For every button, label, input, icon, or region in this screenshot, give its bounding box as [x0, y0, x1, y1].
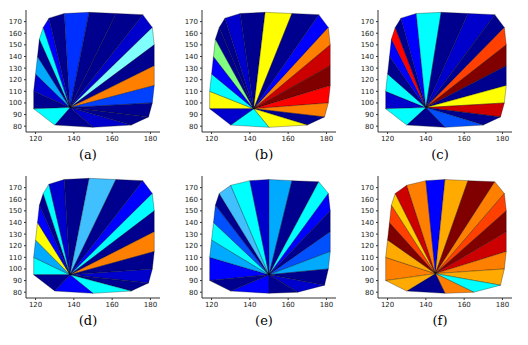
svg-text:140: 140 [419, 301, 432, 309]
svg-text:160: 160 [361, 196, 374, 204]
svg-text:130: 130 [185, 231, 198, 239]
svg-text:150: 150 [361, 207, 374, 215]
svg-text:160: 160 [185, 30, 198, 38]
html-text:(b): (b) [254, 147, 274, 162]
svg-text:120: 120 [381, 301, 394, 309]
svg-text:170: 170 [185, 184, 198, 192]
svg-text:100: 100 [185, 265, 198, 273]
svg-text:180: 180 [320, 135, 333, 143]
svg-text:130: 130 [361, 65, 374, 73]
svg-text:80: 80 [189, 289, 198, 297]
svg-text:80: 80 [13, 123, 22, 131]
svg-text:90: 90 [189, 277, 198, 285]
svg-text:150: 150 [9, 41, 22, 49]
svg-text:90: 90 [13, 111, 22, 119]
svg-text:140: 140 [9, 219, 22, 227]
svg-text:120: 120 [185, 242, 198, 250]
svg-text:160: 160 [457, 301, 470, 309]
svg-text:80: 80 [13, 289, 22, 297]
svg-text:160: 160 [9, 30, 22, 38]
svg-text:110: 110 [361, 88, 374, 96]
svg-text:120: 120 [381, 135, 394, 143]
svg-text:140: 140 [243, 301, 256, 309]
svg-text:170: 170 [361, 18, 374, 26]
html-text:(f): (f) [432, 313, 448, 328]
svg-text:110: 110 [9, 254, 22, 262]
svg-text:160: 160 [185, 196, 198, 204]
svg-text:80: 80 [365, 123, 374, 131]
svg-text:170: 170 [9, 18, 22, 26]
svg-text:80: 80 [189, 123, 198, 131]
svg-text:160: 160 [105, 135, 118, 143]
svg-text:80: 80 [365, 289, 374, 297]
svg-text:170: 170 [185, 18, 198, 26]
html-text:(a): (a) [79, 147, 97, 162]
svg-text:120: 120 [185, 76, 198, 84]
svg-text:180: 180 [496, 135, 509, 143]
svg-text:170: 170 [9, 184, 22, 192]
svg-text:140: 140 [67, 135, 80, 143]
svg-text:100: 100 [185, 99, 198, 107]
svg-text:100: 100 [9, 265, 22, 273]
svg-text:120: 120 [205, 301, 218, 309]
svg-text:120: 120 [29, 301, 42, 309]
svg-text:150: 150 [185, 41, 198, 49]
svg-text:140: 140 [419, 135, 432, 143]
svg-text:100: 100 [9, 99, 22, 107]
svg-text:110: 110 [185, 88, 198, 96]
svg-text:180: 180 [496, 301, 509, 309]
svg-text:120: 120 [361, 76, 374, 84]
svg-text:130: 130 [361, 231, 374, 239]
svg-text:110: 110 [185, 254, 198, 262]
svg-text:170: 170 [361, 184, 374, 192]
svg-text:150: 150 [361, 41, 374, 49]
svg-text:110: 110 [361, 254, 374, 262]
svg-text:140: 140 [185, 53, 198, 61]
svg-text:140: 140 [361, 219, 374, 227]
svg-text:140: 140 [361, 53, 374, 61]
svg-text:120: 120 [205, 135, 218, 143]
svg-text:90: 90 [365, 111, 374, 119]
svg-text:150: 150 [9, 207, 22, 215]
svg-text:120: 120 [9, 76, 22, 84]
svg-text:150: 150 [185, 207, 198, 215]
svg-text:140: 140 [243, 135, 256, 143]
svg-text:160: 160 [9, 196, 22, 204]
svg-text:160: 160 [361, 30, 374, 38]
svg-text:140: 140 [67, 301, 80, 309]
svg-text:130: 130 [185, 65, 198, 73]
svg-text:110: 110 [9, 88, 22, 96]
html-text:(e): (e) [255, 313, 273, 328]
svg-text:160: 160 [281, 301, 294, 309]
svg-text:160: 160 [457, 135, 470, 143]
svg-text:90: 90 [189, 111, 198, 119]
svg-text:140: 140 [9, 53, 22, 61]
svg-text:130: 130 [9, 65, 22, 73]
svg-text:160: 160 [105, 301, 118, 309]
svg-text:180: 180 [144, 301, 157, 309]
svg-text:120: 120 [9, 242, 22, 250]
svg-text:180: 180 [144, 135, 157, 143]
svg-text:180: 180 [320, 301, 333, 309]
svg-text:120: 120 [361, 242, 374, 250]
svg-text:100: 100 [361, 265, 374, 273]
svg-text:160: 160 [281, 135, 294, 143]
svg-text:90: 90 [365, 277, 374, 285]
svg-text:100: 100 [361, 99, 374, 107]
svg-text:140: 140 [185, 219, 198, 227]
svg-text:130: 130 [9, 231, 22, 239]
html-text:(c): (c) [431, 147, 449, 162]
html-text:(d): (d) [78, 313, 98, 328]
svg-text:120: 120 [29, 135, 42, 143]
svg-text:90: 90 [13, 277, 22, 285]
